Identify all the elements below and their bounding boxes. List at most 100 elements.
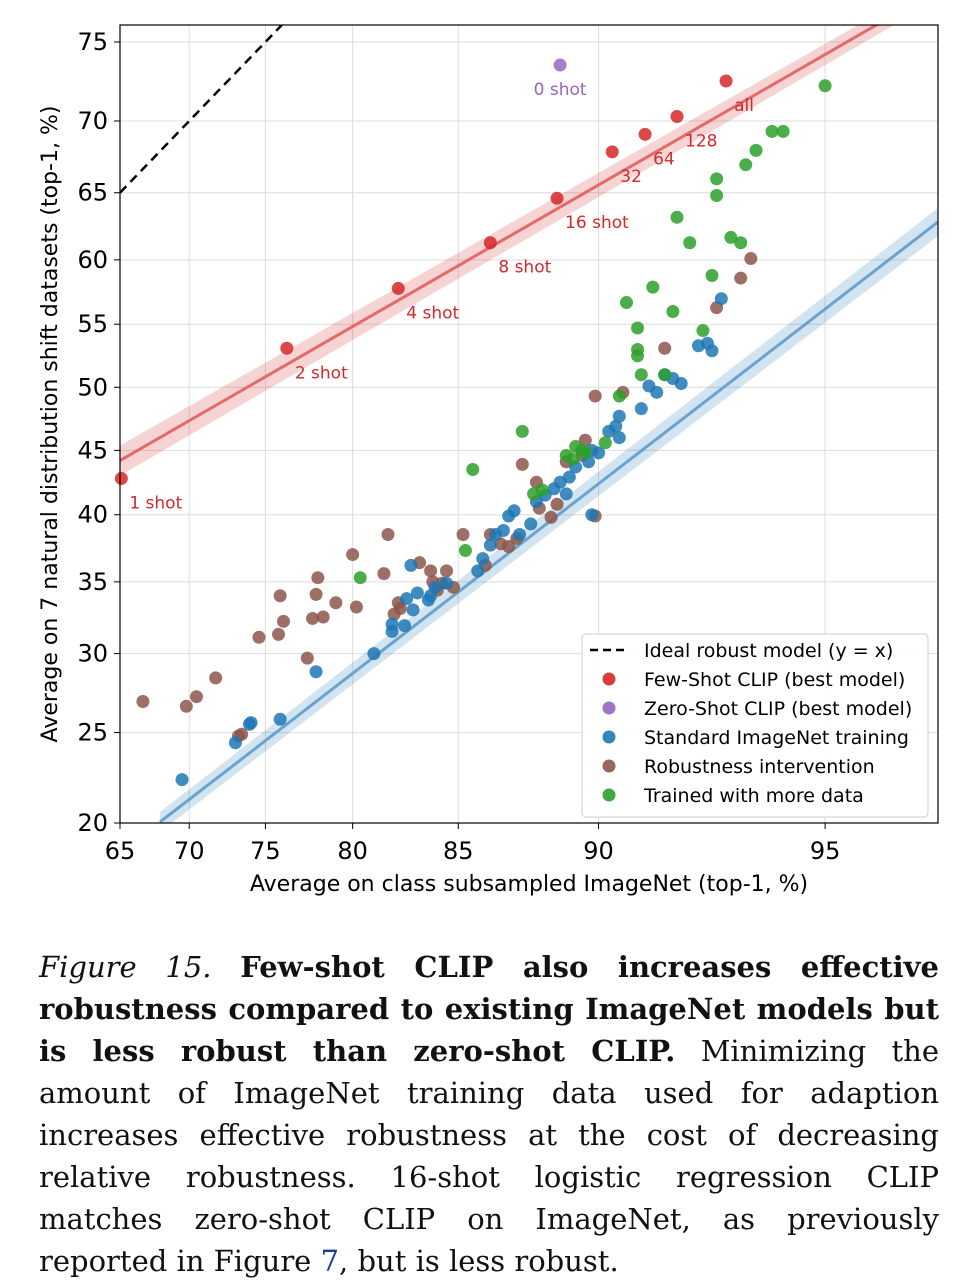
y-tick-label: 45 — [77, 436, 108, 464]
robustness-point — [377, 567, 391, 581]
y-axis-label: Average on 7 natural distribution shift … — [38, 106, 63, 743]
robustness-point — [550, 497, 564, 511]
few-shot-confidence-band — [120, 25, 895, 476]
standard-point — [476, 552, 490, 566]
standard-point — [705, 344, 719, 358]
caption-body: Minimizing the amount of ImageNet traini… — [39, 1034, 940, 1278]
plot-frame — [119, 24, 939, 824]
standard-point — [404, 558, 418, 572]
ideal-robust-line — [120, 25, 283, 194]
robustness-point — [209, 671, 223, 685]
more-data-point — [696, 324, 710, 338]
standard-point — [592, 446, 606, 460]
few-shot-point-label: 4 shot — [406, 303, 459, 323]
x-tick-label: 70 — [174, 837, 205, 865]
more-data-point — [710, 188, 724, 202]
standard-point — [559, 487, 573, 501]
more-data-point — [646, 280, 660, 294]
more-data-point — [631, 321, 645, 335]
x-tick-label: 75 — [250, 837, 281, 865]
more-data-point — [724, 230, 738, 244]
legend-label-more-data: Trained with more data — [643, 785, 864, 807]
x-axis-label: Average on class subsampled ImageNet (to… — [250, 872, 808, 897]
more-data-point — [612, 389, 626, 403]
robustness-point — [306, 611, 320, 625]
standard-point — [507, 504, 521, 518]
robustness-point — [456, 527, 470, 541]
legend-swatch-standard — [602, 730, 616, 744]
few-shot-point — [114, 471, 128, 485]
more-data-point — [683, 236, 697, 250]
more-data-point — [353, 571, 367, 585]
more-data-point — [666, 304, 680, 318]
y-tick-label: 40 — [77, 501, 108, 529]
figure-caption: Figure 15. Few-shot CLIP also increases … — [39, 946, 939, 1282]
standard-point — [440, 576, 454, 590]
standard-point — [244, 716, 258, 730]
legend-swatch-few-shot — [602, 672, 616, 686]
zero-shot-point — [553, 58, 567, 72]
standard-point — [175, 773, 189, 787]
robustness-point — [515, 457, 529, 471]
standard-point — [524, 517, 538, 531]
robustness-chart: 65 70 75 80 85 90 95 20 25 30 35 40 45 50 55 60 65 70 75 1 … — [38, 24, 939, 897]
robustness-point — [349, 600, 363, 614]
few-shot-point-label: 32 — [620, 167, 642, 187]
few-shot-point-label: 2 shot — [295, 363, 348, 383]
robustness-point — [744, 252, 758, 266]
caption-figure-reference[interactable]: 7 — [320, 1244, 340, 1278]
more-data-point — [631, 349, 645, 363]
few-shot-point — [719, 74, 733, 88]
standard-point — [585, 508, 599, 522]
x-tick-label: 80 — [337, 837, 368, 865]
few-shot-point-label: 64 — [653, 149, 675, 169]
y-tick-label: 55 — [77, 310, 108, 338]
standard-point — [428, 580, 442, 594]
standard-point — [406, 603, 420, 617]
y-tick-label: 70 — [77, 107, 108, 135]
robustness-point — [393, 601, 407, 615]
more-data-point — [658, 368, 672, 382]
standard-point — [612, 409, 626, 423]
standard-point — [674, 377, 688, 391]
caption-bold-summary: Few-shot CLIP also increases effective r… — [39, 950, 939, 1068]
more-data-point — [705, 268, 719, 282]
few-shot-point-label: all — [734, 96, 754, 116]
few-shot-point — [638, 127, 652, 141]
few-shot-point — [280, 341, 294, 355]
legend-label-ideal: Ideal robust model (y = x) — [644, 640, 893, 662]
more-data-point — [765, 124, 779, 138]
x-tick-label: 90 — [583, 837, 614, 865]
y-tick-label: 20 — [77, 809, 108, 837]
robustness-point — [502, 539, 516, 553]
robustness-point — [309, 587, 323, 601]
robustness-point — [329, 596, 343, 610]
y-tick-label: 35 — [77, 568, 108, 596]
few-shot-point — [550, 191, 564, 205]
few-shot-point-label: 1 shot — [129, 493, 182, 513]
y-tick-label: 25 — [77, 719, 108, 747]
y-tick-label: 30 — [77, 640, 108, 668]
more-data-point — [598, 436, 612, 450]
x-tick-label: 95 — [810, 837, 841, 865]
robustness-point — [658, 341, 672, 355]
more-data-point — [515, 424, 529, 438]
robustness-point — [316, 610, 330, 624]
robustness-point — [424, 564, 438, 578]
standard-point — [612, 431, 626, 445]
legend-label-few-shot: Few-Shot CLIP (best model) — [644, 669, 905, 691]
standard-point — [471, 564, 485, 578]
more-data-point — [634, 368, 648, 382]
more-data-point — [739, 158, 753, 172]
legend-box — [581, 633, 929, 818]
more-data-point — [578, 446, 592, 460]
legend-swatch-zero-shot — [602, 701, 616, 715]
robustness-point — [179, 699, 193, 713]
robustness-point — [734, 271, 748, 285]
robustness-point — [136, 694, 150, 708]
robustness-point — [381, 527, 395, 541]
standard-point — [228, 736, 242, 750]
y-tick-label: 60 — [77, 246, 108, 274]
standard-point — [398, 619, 412, 633]
robustness-point — [273, 589, 287, 603]
